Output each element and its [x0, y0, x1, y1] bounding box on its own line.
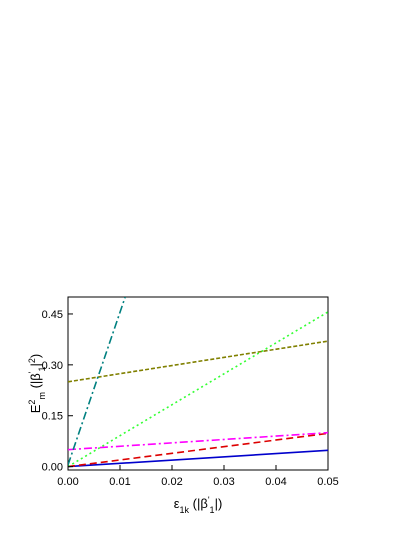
x-axis-label: ε1k (|β'1|) — [174, 495, 223, 515]
y-axis-label-part: 1 — [37, 367, 47, 372]
y-axis-label: E2m (|β'1|2) — [27, 354, 47, 413]
x-tick-label: 0.01 — [109, 476, 130, 488]
y-axis-label-part: E — [28, 404, 43, 413]
x-axis-label-part: ε — [174, 496, 180, 511]
series-line — [68, 297, 126, 466]
series-line — [68, 449, 328, 468]
x-tick-label: 0.05 — [317, 476, 338, 488]
x-tick-label: 0.00 — [57, 476, 78, 488]
x-tick-label: 0.02 — [161, 476, 182, 488]
plot-frame — [67, 296, 329, 471]
y-tick-label: 0.15 — [42, 411, 63, 423]
y-axis-label-part: (|β — [28, 373, 43, 392]
series-line — [68, 340, 328, 383]
x-tick-label: 0.04 — [265, 476, 286, 488]
x-tick-label: 0.03 — [213, 476, 234, 488]
series-line — [68, 432, 328, 468]
y-tick-label: 0.30 — [42, 360, 63, 372]
x-axis-label-part: |) — [215, 496, 223, 511]
series-line — [68, 311, 328, 468]
x-axis-label-part: (|β — [189, 496, 208, 511]
plot-lines — [68, 297, 328, 468]
y-axis-label-part: 2 — [27, 400, 37, 405]
y-axis-label-part: | — [28, 363, 43, 366]
y-axis-label-part: ' — [27, 371, 37, 373]
x-axis-label-part: ' — [208, 495, 210, 505]
series-line — [68, 431, 328, 451]
x-axis-label-part: 1k — [180, 505, 190, 515]
y-axis-label-part: ) — [28, 354, 43, 358]
y-axis-label-part: m — [37, 392, 47, 400]
x-axis-label-part: 1 — [210, 505, 215, 515]
y-axis-label-part: 2 — [27, 358, 37, 363]
y-tick-label: 0.45 — [42, 309, 63, 321]
y-tick-label: 0.00 — [42, 462, 63, 474]
